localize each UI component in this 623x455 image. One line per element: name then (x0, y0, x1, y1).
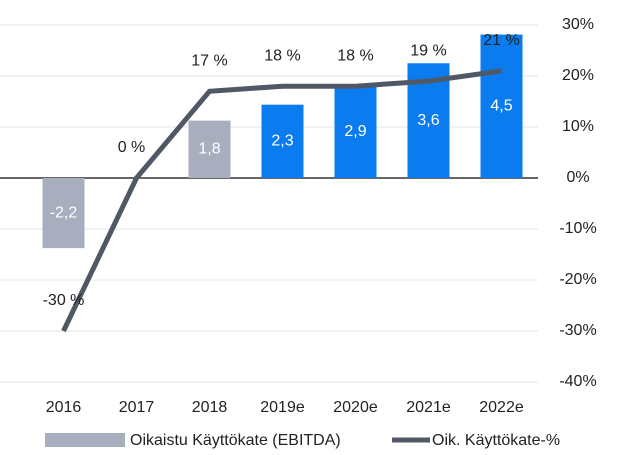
y2-tick-label: 0% (566, 169, 589, 186)
line-label: 18 % (264, 47, 300, 64)
line (61, 68, 502, 333)
bar-label: 3,6 (417, 112, 439, 129)
bar (480, 34, 523, 178)
bar (188, 120, 231, 178)
bar-label: -2,2 (50, 204, 78, 221)
y2-tick-label: 10% (562, 118, 594, 135)
y2-tick-label: 30% (562, 16, 594, 33)
y2-tick-label: -20% (559, 271, 596, 288)
x-tick-label: 2018 (192, 399, 228, 416)
line-label: 19 % (410, 42, 446, 59)
bar-label: 0,0 (125, 147, 147, 164)
line-label: 0 % (118, 139, 146, 156)
line-label: -30 % (43, 292, 85, 309)
bar-label: 4,5 (490, 98, 512, 115)
x-tick-label: 2017 (119, 399, 155, 416)
bar (334, 85, 377, 178)
bar (42, 178, 85, 249)
x-tick-label: 2022e (479, 399, 524, 416)
bar (261, 104, 304, 178)
x-tick-label: 2021e (406, 399, 451, 416)
y2-tick-label: -40% (559, 373, 596, 390)
legend-swatch (45, 433, 125, 447)
legend-label: Oikaistu Käyttökate (EBITDA) (130, 432, 341, 449)
bar-label: 1,8 (198, 141, 220, 158)
bar-label: 2,9 (344, 123, 366, 140)
line-label: 18 % (337, 47, 373, 64)
legend-label: Oik. Käyttökate-% (432, 432, 560, 449)
x-tick-label: 2016 (46, 399, 82, 416)
y2-tick-label: 20% (562, 67, 594, 84)
line-label: 21 % (483, 32, 519, 49)
y2-tick-label: -10% (559, 220, 596, 237)
y2-tick-label: -30% (559, 322, 596, 339)
x-tick-label: 2020e (333, 399, 378, 416)
bar-label: 2,3 (271, 133, 293, 150)
x-tick-label: 2019e (260, 399, 305, 416)
line-label: 17 % (191, 53, 227, 70)
